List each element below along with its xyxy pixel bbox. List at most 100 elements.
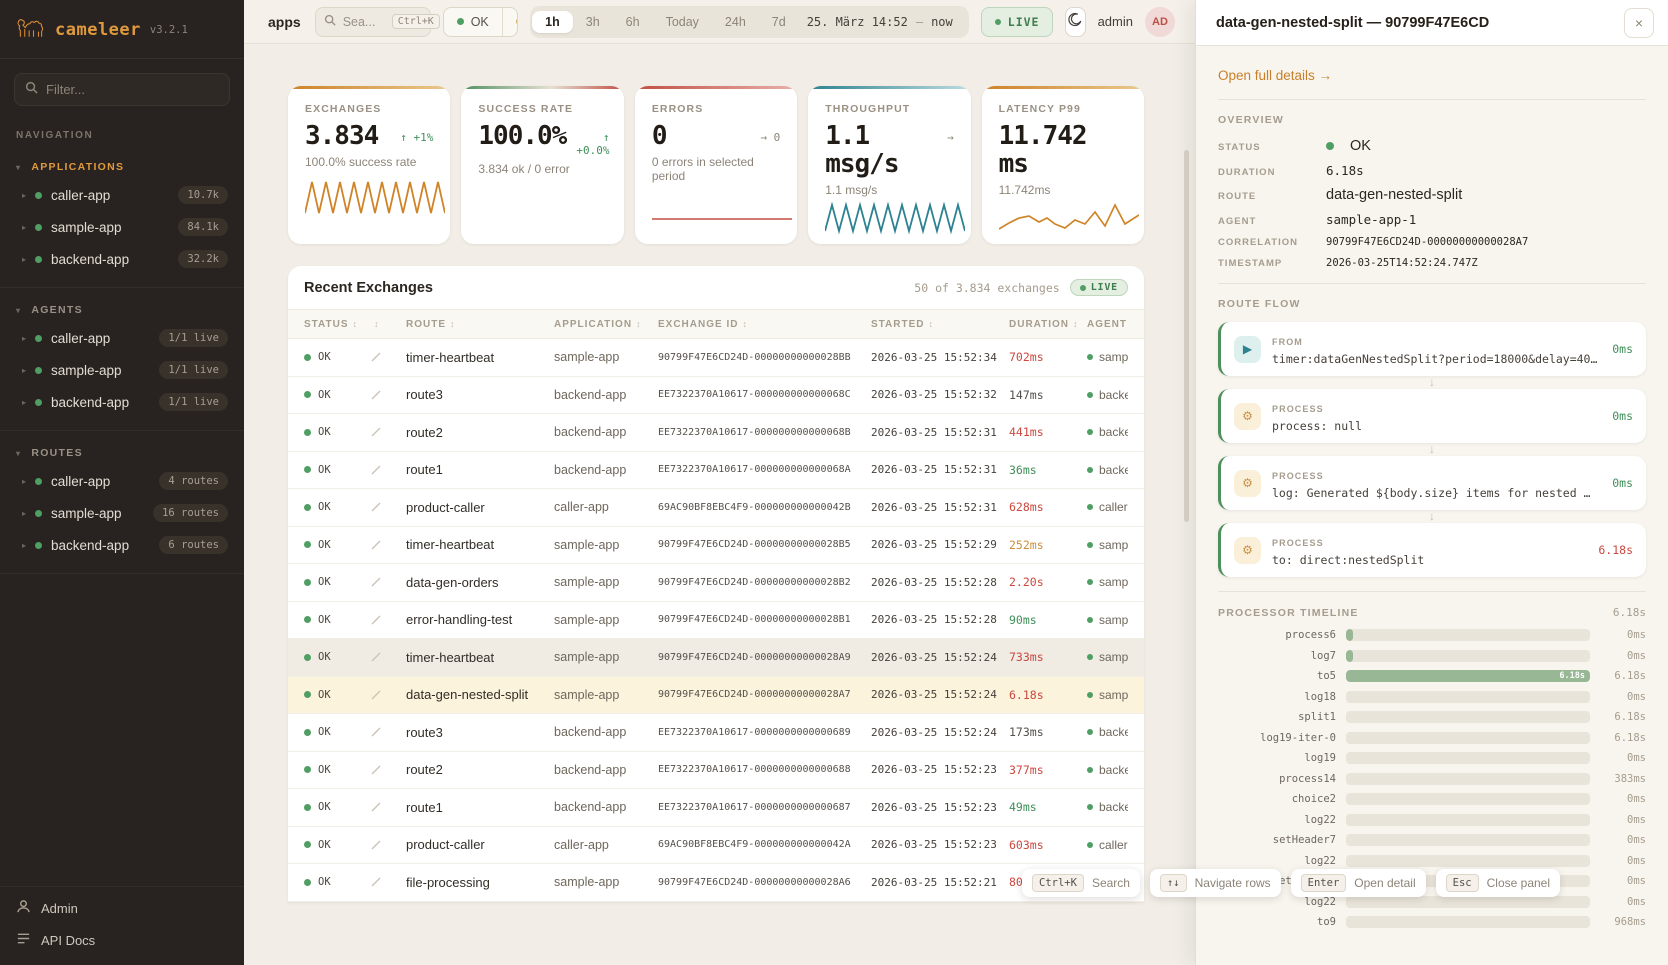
recent-exchanges-card: Recent Exchanges 50 of 3.834 exchanges L… [288, 266, 1144, 902]
overview-value: data-gen-nested-split [1326, 187, 1463, 203]
sidebar-item-admin[interactable]: Admin [16, 899, 228, 917]
step-icon: ⚙ [1234, 469, 1261, 497]
timeline-bar [1346, 813, 1590, 826]
global-search[interactable]: Ctrl+K [314, 6, 440, 37]
processor-duration: 0ms [1627, 690, 1646, 703]
status-filter[interactable]: Warn [503, 8, 518, 36]
section-header-agents[interactable]: ▾ AGENTS [16, 304, 83, 316]
metric-card-success-rate[interactable]: SUCCESS RATE 100.0% ↑ +0.0% 3.834 ok / 0 … [461, 86, 624, 244]
route-flow-step[interactable]: ⚙ PROCESS process: null 0ms [1218, 389, 1646, 443]
application-cell: caller-app [554, 500, 609, 515]
time-range-chip[interactable]: 6h [625, 14, 640, 29]
column-header[interactable]: ROUTE ↕ [406, 318, 456, 330]
processor-name: log7 [1310, 649, 1336, 662]
latency-sparkline [998, 203, 1140, 230]
docs-icon [16, 931, 31, 949]
time-range-chip[interactable]: 7d [771, 14, 786, 29]
close-icon[interactable]: × [1624, 7, 1654, 38]
sidebar-item-application[interactable]: ▸ sample-app 84.1k [0, 211, 244, 243]
sidebar-item-api-docs[interactable]: API Docs [16, 931, 228, 949]
route-flow-step[interactable]: ▶ FROM timer:dataGenNestedSplit?period=1… [1218, 322, 1646, 376]
sidebar-item-application[interactable]: ▸ caller-app 10.7k [0, 179, 244, 211]
table-row[interactable]: OK data-gen-orders sample-app 90799F47E6… [288, 564, 1144, 602]
column-header[interactable]: DURATION ↕ [1009, 318, 1079, 330]
sort-icon: ↕ [374, 319, 380, 329]
column-header[interactable]: ↕ [370, 319, 398, 329]
card-accent [461, 86, 624, 89]
chevron-right-icon: ▸ [22, 222, 27, 232]
sort-icon: ↕ [1073, 319, 1079, 329]
status-cell: OK [304, 539, 362, 551]
time-range-chip[interactable]: 1h [532, 10, 573, 33]
column-header[interactable]: STATUS ↕ [304, 318, 359, 330]
application-cell: backend-app [554, 762, 627, 777]
section-header-applications[interactable]: ▾ APPLICATIONS [16, 161, 125, 173]
sidebar-item-agent[interactable]: ▸ caller-app 1/1 live [0, 322, 244, 354]
live-toggle[interactable]: LIVE [980, 6, 1054, 37]
application-cell: backend-app [554, 425, 627, 440]
status-dot [304, 503, 311, 511]
metric-card-latency[interactable]: LATENCY P99 11.742 ms 11.742ms [981, 86, 1145, 244]
time-range-chip[interactable]: Today [665, 14, 699, 29]
date-range[interactable]: 25. März 14:52 — now [806, 14, 953, 29]
sort-icon: ↕ [742, 319, 748, 329]
vertical-scrollbar[interactable] [1184, 150, 1189, 522]
step-endpoint: log: Generated ${body.size} items for ne… [1272, 486, 1591, 500]
metric-card-exchanges[interactable]: EXCHANGES 3.834 ↑ +1% 100.0% success rat… [288, 86, 451, 244]
step-kind: FROM [1272, 337, 1303, 347]
table-row[interactable]: OK data-gen-nested-split sample-app 9079… [288, 676, 1144, 714]
status-filter[interactable]: OK [444, 7, 503, 36]
column-header[interactable]: APPLICATION ↕ [554, 318, 642, 330]
route-flow-step[interactable]: ⚙ PROCESS log: Generated ${body.size} it… [1218, 456, 1646, 510]
table-row[interactable]: OK timer-heartbeat sample-app 90799F47E6… [288, 639, 1144, 677]
sidebar-filter[interactable] [14, 73, 230, 106]
sidebar-item-application[interactable]: ▸ backend-app 32.2k [0, 243, 244, 275]
table-row[interactable]: OK product-caller caller-app 69AC90BF8EB… [288, 489, 1144, 527]
table-row[interactable]: OK route3 backend-app EE7322370A10617-00… [288, 714, 1144, 752]
avatar[interactable]: AD [1145, 6, 1175, 37]
trend-icon [370, 426, 398, 438]
route-cell: route3 [406, 724, 443, 740]
table-row[interactable]: OK file-processing sample-app 90799F47E6… [288, 864, 1144, 902]
started-cell: 2026-03-25 15:52:31 [871, 425, 997, 439]
column-header[interactable]: STARTED ↕ [871, 318, 934, 330]
column-header[interactable]: AGENT ↕ [1087, 318, 1127, 330]
started-cell: 2026-03-25 15:52:29 [871, 538, 997, 552]
search-input[interactable] [342, 14, 385, 29]
metric-card-throughput[interactable]: THROUGHPUT 1.1 msg/s → 1.1 msg/s [808, 86, 971, 244]
table-row[interactable]: OK timer-heartbeat sample-app 90799F47E6… [288, 527, 1144, 564]
table-row[interactable]: OK route3 backend-app EE7322370A10617-00… [288, 377, 1144, 414]
shortcut-key: Esc [1445, 874, 1479, 892]
status-cell: OK [304, 876, 362, 888]
table-row[interactable]: OK product-caller caller-app 69AC90BF8EB… [288, 827, 1144, 864]
table-row[interactable]: OK route1 backend-app EE7322370A10617-00… [288, 789, 1144, 827]
sidebar-item-route[interactable]: ▸ backend-app 6 routes [0, 529, 244, 561]
timeline-row: log19 0ms [1218, 752, 1646, 764]
timeline-row: log22 0ms [1218, 854, 1646, 867]
chevron-right-icon: ▸ [22, 333, 27, 343]
sidebar-item-route[interactable]: ▸ caller-app 4 routes [0, 465, 244, 497]
section-header-routes[interactable]: ▾ ROUTES [16, 447, 83, 459]
metric-card-errors[interactable]: ERRORS 0 → 0 0 errors in selected period [634, 86, 798, 244]
table-row[interactable]: OK route2 backend-app EE7322370A10617-00… [288, 414, 1144, 452]
processor-name: to9 [1317, 916, 1336, 928]
sidebar-item-agent[interactable]: ▸ sample-app 1/1 live [0, 354, 244, 386]
chevron-down-icon: ▾ [16, 448, 22, 458]
table-row[interactable]: OK route2 backend-app EE7322370A10617-00… [288, 752, 1144, 789]
sidebar-item-agent[interactable]: ▸ backend-app 1/1 live [0, 386, 244, 418]
time-range-chip[interactable]: 24h [724, 14, 746, 29]
live-badge: 1/1 live [159, 361, 228, 379]
table-row[interactable]: OK error-handling-test sample-app 90799F… [288, 602, 1144, 639]
route-flow-heading: ROUTE FLOW [1218, 298, 1301, 310]
route-flow-step[interactable]: ⚙ PROCESS to: direct:nestedSplit 6.18s [1218, 523, 1646, 577]
theme-toggle[interactable] [1065, 6, 1086, 37]
table-row[interactable]: OK timer-heartbeat sample-app 90799F47E6… [288, 339, 1144, 377]
open-full-details-link[interactable]: Open full details → [1218, 68, 1333, 83]
sidebar-item-route[interactable]: ▸ sample-app 16 routes [0, 497, 244, 529]
column-header[interactable]: EXCHANGE ID ↕ [658, 318, 748, 330]
filter-input[interactable] [46, 82, 219, 97]
table-row[interactable]: OK route1 backend-app EE7322370A10617-00… [288, 452, 1144, 489]
time-range-chip[interactable]: 3h [585, 14, 600, 29]
agent-status-dot [1087, 354, 1093, 361]
processor-name: log19 [1304, 752, 1336, 764]
